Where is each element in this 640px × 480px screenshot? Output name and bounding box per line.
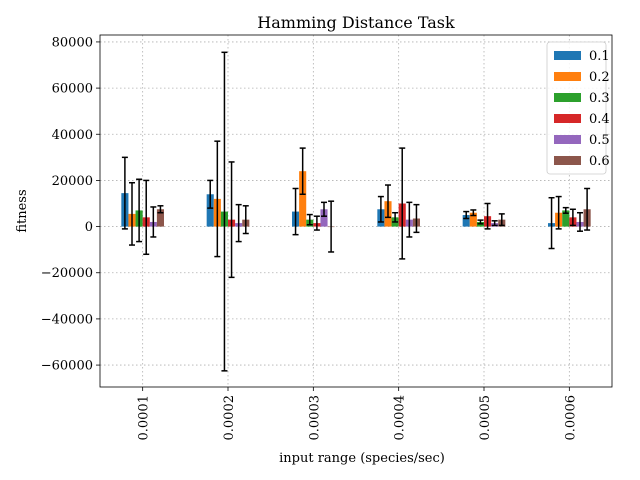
bar-0.2-0.0005 — [469, 212, 477, 227]
x-tick-label: 0.0003 — [307, 395, 322, 441]
legend-swatch-0.6 — [554, 156, 581, 165]
y-axis-ticks: −60000 −40000 −20000 0 20000 40000 60000 80000 — [41, 35, 100, 374]
legend-label-0.5: 0.5 — [589, 133, 610, 148]
y-tick-label: 80000 — [52, 35, 93, 50]
y-tick-label: 0 — [85, 220, 93, 235]
bar-0.1-0.0002 — [206, 194, 214, 227]
bar-0.5-0.0003 — [320, 209, 328, 227]
plot-frame — [99, 34, 613, 388]
legend: 0.1 0.2 0.3 0.4 0.5 0.6 — [546, 41, 610, 175]
x-tick-label: 0.0006 — [563, 395, 578, 441]
bar-0.2-0.0003 — [299, 171, 307, 227]
legend-label-0.1: 0.1 — [589, 49, 610, 64]
legend-label-0.6: 0.6 — [589, 154, 610, 169]
legend-swatch-0.4 — [554, 114, 581, 123]
y-axis-label: fitness — [15, 189, 30, 232]
legend-swatch-0.3 — [554, 93, 581, 102]
y-tick-label: 60000 — [52, 82, 93, 97]
legend-label-0.2: 0.2 — [589, 70, 610, 85]
y-tick-label: −20000 — [41, 266, 93, 281]
y-tick-label: 40000 — [52, 128, 93, 143]
x-tick-label: 0.0002 — [222, 395, 237, 441]
error-bars — [121, 51, 591, 372]
x-tick-label: 0.0005 — [478, 395, 493, 441]
y-tick-label: −40000 — [41, 312, 93, 327]
y-tick-label: 20000 — [52, 174, 93, 189]
legend-label-0.4: 0.4 — [589, 112, 610, 127]
grid-lines — [100, 35, 612, 387]
bar-0.3-0.0006 — [562, 210, 570, 227]
legend-label-0.3: 0.3 — [589, 91, 610, 106]
x-axis-label: input range (species/sec) — [279, 451, 445, 466]
legend-swatch-0.1 — [554, 51, 581, 60]
bar-0.6-0.0001 — [156, 209, 164, 227]
y-tick-label: −60000 — [41, 359, 93, 374]
legend-swatch-0.2 — [554, 72, 581, 81]
chart-title: Hamming Distance Task — [257, 13, 455, 32]
legend-swatch-0.5 — [554, 135, 581, 144]
bars — [121, 171, 591, 228]
bar-0.1-0.0005 — [462, 215, 470, 227]
x-tick-label: 0.0001 — [137, 395, 152, 441]
x-tick-label: 0.0004 — [393, 395, 408, 441]
x-axis-ticks: 0.0001 0.0002 0.0003 0.0004 0.0005 0.0006 — [137, 387, 578, 441]
